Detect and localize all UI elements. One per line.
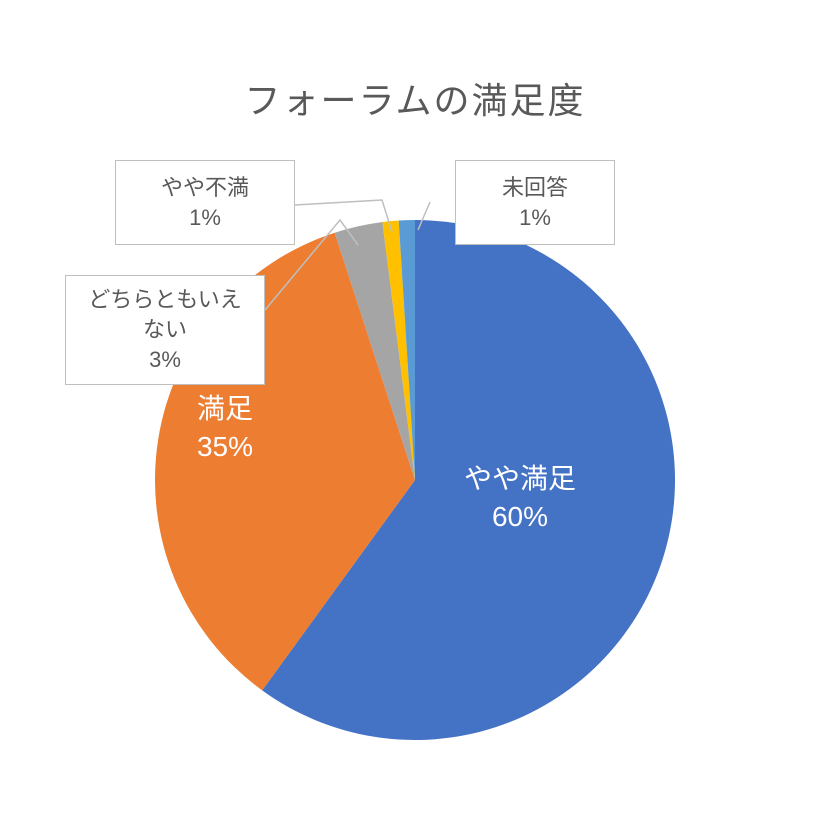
pie-chart-container: フォーラムの満足度 やや満足60%満足35%どちらともいえない3%やや不満1%未… (0, 0, 830, 830)
callout-percent: 1% (470, 203, 600, 233)
pie-chart-svg (0, 0, 830, 830)
callout-name: やや不満 (130, 173, 280, 203)
callout-percent: 3% (80, 345, 250, 375)
callout-percent: 1% (130, 203, 280, 233)
callout-dochira: どちらともいえない3% (65, 275, 265, 385)
callout-mikai: 未回答1% (455, 160, 615, 245)
callout-yaya_fuman: やや不満1% (115, 160, 295, 245)
callout-name: どちらともいえない (80, 285, 250, 344)
callout-name: 未回答 (470, 173, 600, 203)
